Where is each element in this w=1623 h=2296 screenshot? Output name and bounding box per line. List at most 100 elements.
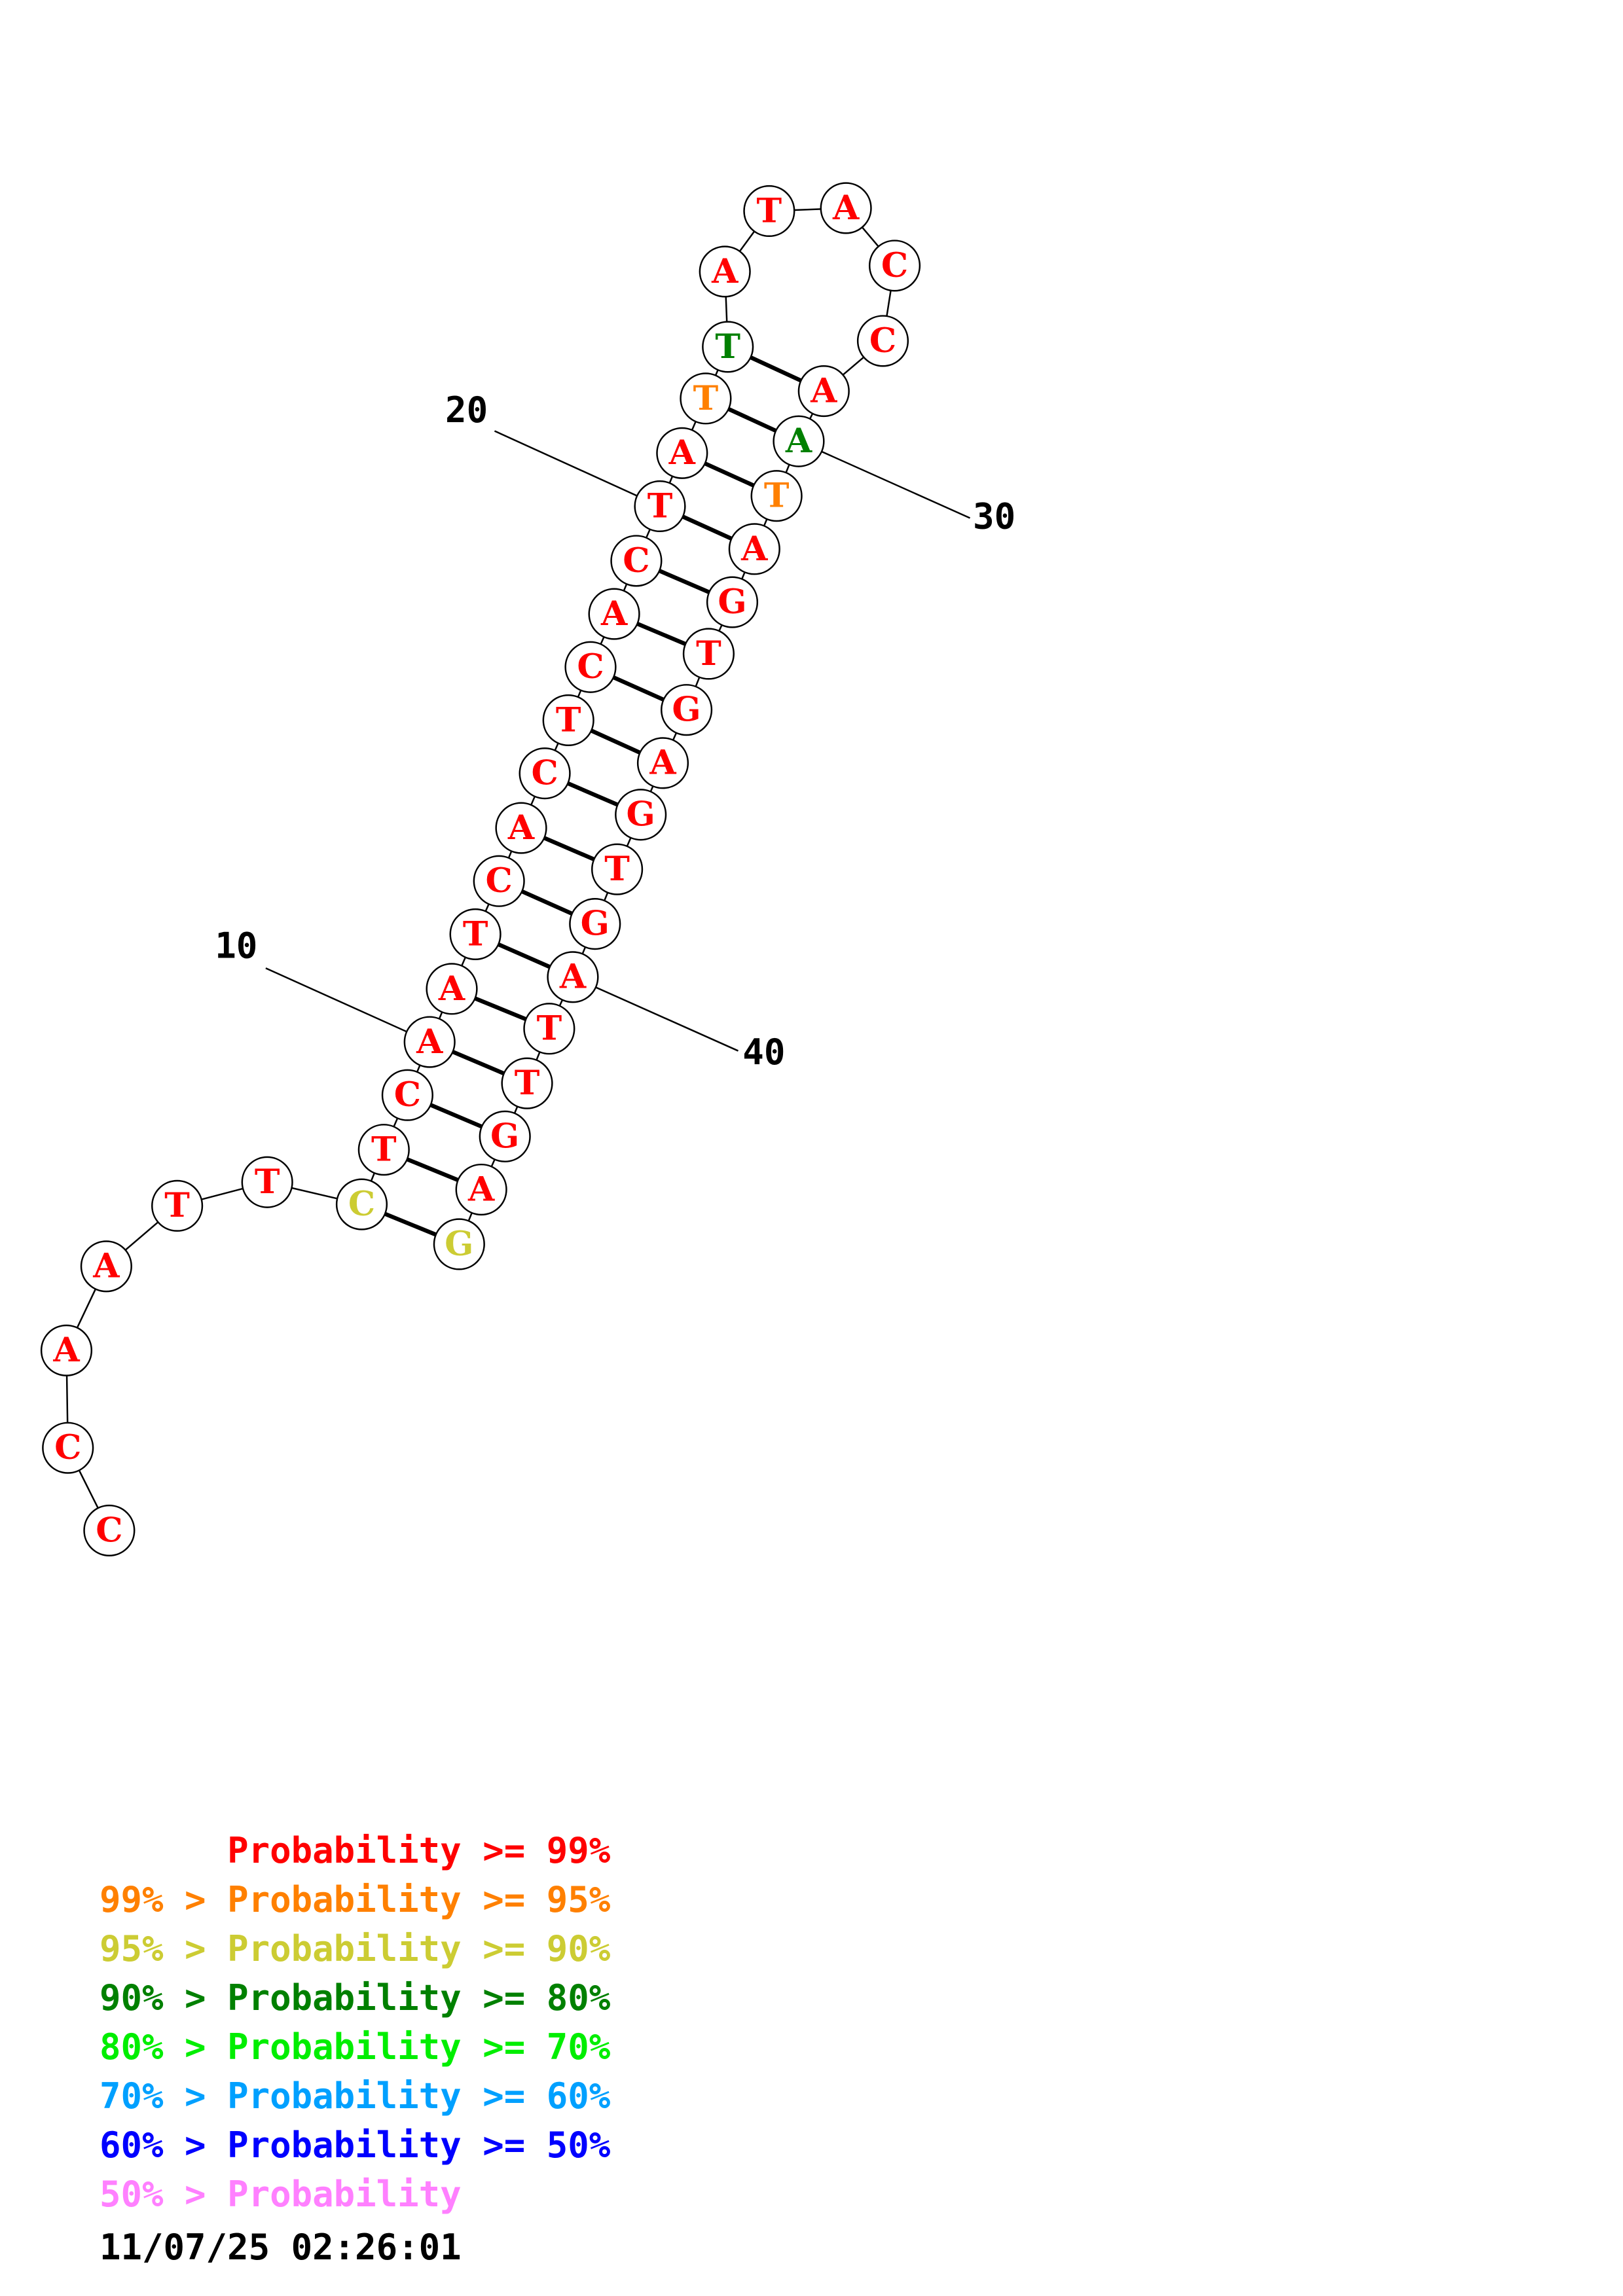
nucleotide-letter: T bbox=[515, 1063, 540, 1103]
legend-row: 50% > Probability bbox=[100, 2170, 610, 2219]
nucleotide-circle bbox=[743, 185, 795, 238]
nucleotide-circle bbox=[856, 315, 909, 367]
nucleotide-circle bbox=[728, 523, 780, 575]
nucleotide-letter: A bbox=[52, 1330, 80, 1370]
nucleotide: A bbox=[728, 523, 780, 575]
nucleotide: T bbox=[542, 694, 594, 747]
nucleotide: C bbox=[519, 747, 571, 800]
nucleotide: C bbox=[42, 1422, 94, 1474]
nucleotide: A bbox=[455, 1163, 507, 1216]
legend-suffix: >= 80% bbox=[461, 1977, 611, 2018]
legend-row: Probability >= 99% bbox=[100, 1826, 610, 1875]
nucleotide: A bbox=[547, 951, 599, 1003]
nucleotide: A bbox=[80, 1240, 132, 1293]
nucleotide-circle bbox=[381, 1069, 433, 1121]
nucleotide: A bbox=[699, 245, 751, 298]
legend-label: Probability bbox=[227, 2125, 462, 2166]
nucleotide-letter: T bbox=[537, 1009, 562, 1049]
nucleotide-circle bbox=[702, 321, 754, 373]
nucleotide: C bbox=[381, 1069, 433, 1121]
nucleotide: C bbox=[83, 1504, 136, 1557]
nucleotide: A bbox=[820, 182, 872, 234]
nucleotide-letter: T bbox=[556, 700, 581, 740]
nucleotide-letter: A bbox=[438, 969, 465, 1009]
nucleotide-circle bbox=[335, 1178, 388, 1230]
nucleotide: T bbox=[743, 185, 795, 238]
legend-prefix bbox=[100, 1830, 227, 1871]
nucleotide-letter: G bbox=[672, 690, 701, 730]
nucleotide-circle bbox=[547, 951, 599, 1003]
nucleotide-letter: C bbox=[623, 541, 649, 581]
nucleotide: A bbox=[636, 737, 689, 789]
legend-suffix: >= 95% bbox=[461, 1879, 611, 1920]
nucleotide-circle bbox=[682, 628, 735, 680]
nucleotide-circle bbox=[40, 1324, 93, 1376]
legend-label: Probability bbox=[227, 2075, 462, 2117]
nucleotide-letter: A bbox=[92, 1246, 120, 1286]
nucleotide-letter: T bbox=[696, 634, 721, 673]
nucleotide-circle bbox=[636, 737, 689, 789]
nucleotide: A bbox=[656, 427, 708, 479]
nucleotide-circle bbox=[455, 1163, 507, 1216]
legend-row: 90% > Probability >= 80% bbox=[100, 1973, 610, 2022]
nucleotide-letter: T bbox=[757, 190, 782, 230]
nucleotide: T bbox=[750, 470, 803, 522]
nucleotide: A bbox=[588, 588, 640, 640]
nucleotide-circle bbox=[797, 365, 850, 418]
position-ticks: 10 20 30 40 bbox=[215, 389, 1015, 1073]
nucleotide-letter: C bbox=[348, 1184, 375, 1224]
nucleotide-circle bbox=[699, 245, 751, 298]
legend-suffix: >= 50% bbox=[461, 2125, 611, 2166]
nucleotide-letter: C bbox=[531, 753, 558, 793]
nucleotide-letter: T bbox=[764, 476, 790, 516]
legend-row: 99% > Probability >= 95% bbox=[100, 1875, 610, 1924]
legend-row: 95% > Probability >= 90% bbox=[100, 1924, 610, 1973]
legend-prefix: 80% > bbox=[100, 2026, 228, 2068]
nucleotide: G bbox=[706, 576, 759, 628]
nucleotide: T bbox=[241, 1156, 293, 1208]
nucleotide: G bbox=[615, 789, 667, 841]
nucleotide-circle bbox=[501, 1057, 553, 1109]
nucleotide: T bbox=[449, 908, 501, 960]
nucleotide-letter: A bbox=[559, 957, 587, 997]
nucleotide-letter: T bbox=[371, 1130, 397, 1170]
position-tick-line bbox=[798, 440, 971, 519]
nucleotide-circle bbox=[820, 182, 872, 234]
nucleotide-letter: A bbox=[810, 370, 837, 410]
nucleotide-letter: T bbox=[647, 486, 673, 526]
nucleotide-circle bbox=[588, 588, 640, 640]
probability-legend: Probability >= 99% 99% > Probability >= 9… bbox=[100, 1826, 610, 2219]
legend-label: Probability bbox=[227, 1879, 462, 1920]
nucleotide-circle bbox=[426, 963, 478, 1015]
nucleotide-letter: G bbox=[490, 1116, 519, 1156]
nucleotide: T bbox=[634, 480, 686, 533]
nucleotide-circle bbox=[564, 641, 617, 693]
position-label: 40 bbox=[742, 1031, 785, 1073]
nucleotide-letter: A bbox=[649, 743, 676, 783]
nucleotide-letter: T bbox=[463, 914, 488, 954]
legend-row: 80% > Probability >= 70% bbox=[100, 2022, 610, 2072]
nucleotide-circle bbox=[523, 1003, 575, 1055]
nucleotide-letter: T bbox=[164, 1185, 190, 1225]
nucleotide: G bbox=[433, 1218, 485, 1270]
nucleotide-letter: A bbox=[507, 808, 535, 848]
nucleotide: C bbox=[335, 1178, 388, 1230]
legend-label: Probability bbox=[227, 1928, 462, 1969]
nucleotide-letter: A bbox=[832, 188, 860, 228]
nucleotide-letter: A bbox=[740, 529, 768, 569]
timestamp: 11/07/25 02:26:01 bbox=[100, 2227, 462, 2268]
nucleotide-letter: G bbox=[718, 582, 746, 622]
legend-prefix: 99% > bbox=[100, 1879, 228, 1920]
legend-prefix: 90% > bbox=[100, 1977, 228, 2018]
legend-row: 60% > Probability >= 50% bbox=[100, 2121, 610, 2170]
nucleotide: T bbox=[501, 1057, 553, 1109]
nucleotide-circle bbox=[680, 372, 732, 425]
legend-suffix: >= 99% bbox=[461, 1830, 611, 1871]
nucleotide: C bbox=[473, 855, 525, 907]
nucleotide-letter: C bbox=[869, 321, 896, 361]
nucleotide-circle bbox=[634, 480, 686, 533]
nucleotide-circle bbox=[151, 1179, 204, 1232]
nucleotide-letter: A bbox=[600, 594, 628, 634]
nucleotide: A bbox=[403, 1016, 456, 1068]
nucleotide-circle bbox=[542, 694, 594, 747]
